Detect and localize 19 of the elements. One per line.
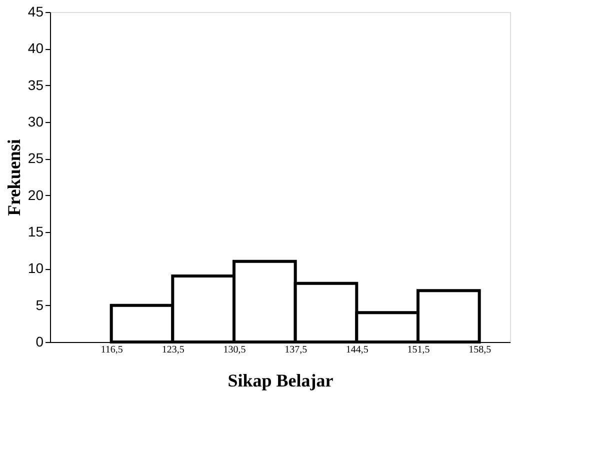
- x-tick-label: 158,5: [468, 344, 492, 356]
- x-tick-label: 130,5: [223, 344, 246, 356]
- y-tick-label: 15: [28, 224, 44, 240]
- y-tick-label: 30: [28, 114, 44, 130]
- y-tick-label: 0: [36, 334, 44, 350]
- y-tick-label: 10: [28, 260, 44, 276]
- x-tick-label: 123,5: [162, 344, 184, 356]
- y-axis-title: Frekuensi: [4, 139, 24, 216]
- y-tick-label: 20: [28, 186, 44, 203]
- y-tick-label: 40: [28, 40, 44, 56]
- x-axis-title: Sikap Belajar: [228, 370, 334, 390]
- y-tick-label: 5: [36, 296, 44, 313]
- x-tick-label: 151,5: [407, 344, 430, 356]
- y-tick-label: 35: [28, 76, 44, 93]
- y-tick-label: 25: [28, 150, 44, 166]
- x-tick-label: 116,5: [100, 344, 123, 356]
- x-tick-label: 137,5: [284, 344, 308, 356]
- y-tick-label: 45: [28, 4, 44, 20]
- x-tick-label: 144,5: [346, 344, 368, 356]
